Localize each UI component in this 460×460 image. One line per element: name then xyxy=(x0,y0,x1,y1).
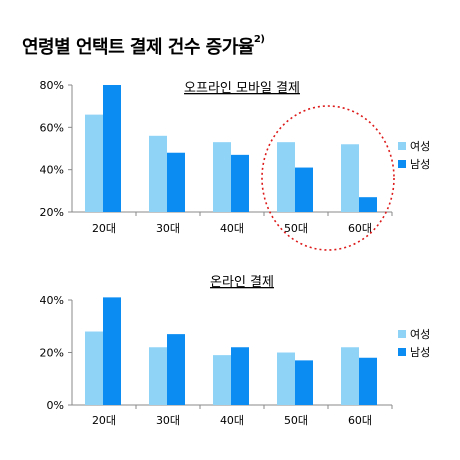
chart-2-bar-female xyxy=(85,331,103,405)
chart-1-bar-male xyxy=(295,167,313,212)
chart-1-highlight-circle xyxy=(261,105,395,251)
chart-1-bar-male xyxy=(167,152,185,212)
chart-1-y-tick-label: 80% xyxy=(40,79,64,92)
page-title: 연령별 언택트 결제 건수 증가율2) xyxy=(22,33,265,59)
chart-2-legend-swatch xyxy=(398,348,406,356)
title-text: 연령별 언택트 결제 건수 증가율 xyxy=(22,37,254,58)
chart-2-legend-swatch xyxy=(398,330,406,338)
chart-2-bar-male xyxy=(103,297,121,405)
chart-2-legend-label: 남성 xyxy=(410,346,430,359)
chart-2-bar-male xyxy=(359,357,377,405)
chart-2-y-tick-label: 20% xyxy=(40,347,64,360)
chart-1-category-label: 50대 xyxy=(284,222,308,235)
chart-1-legend-label: 여성 xyxy=(410,140,430,153)
chart-2-bar-female xyxy=(277,352,295,405)
chart-2-category-label: 20대 xyxy=(92,414,116,427)
chart-1-category-label: 30대 xyxy=(156,222,180,235)
chart-1-category-label: 20대 xyxy=(92,222,116,235)
chart-1-title: 오프라인 모바일 결제 xyxy=(184,81,300,96)
chart-2-bar-female xyxy=(149,347,167,405)
chart-2-legend-label: 여성 xyxy=(410,328,430,341)
chart-1-bar-female xyxy=(341,144,359,212)
chart-2-y-tick-label: 40% xyxy=(40,294,64,307)
chart-2-y-tick-label: 0% xyxy=(47,399,64,412)
chart-1-legend-swatch xyxy=(398,142,406,150)
chart-2-category-label: 30대 xyxy=(156,414,180,427)
chart-2-bar-female xyxy=(341,347,359,405)
chart-2-category-label: 40대 xyxy=(220,414,244,427)
chart-1-y-tick-label: 40% xyxy=(40,164,64,177)
chart-1-y-tick-label: 20% xyxy=(40,206,64,219)
chart-2-bar-male xyxy=(231,347,249,405)
chart-1-y-tick-label: 60% xyxy=(40,121,64,134)
chart-1-category-label: 40대 xyxy=(220,222,244,235)
chart-1-bar-male xyxy=(359,197,377,212)
chart-1-bar-female xyxy=(85,114,103,212)
chart-2-bar-male xyxy=(295,360,313,405)
chart-1-category-label: 60대 xyxy=(348,222,372,235)
title-footnote: 2) xyxy=(253,34,265,45)
chart-1-bar-male xyxy=(231,154,249,212)
chart-2-category-label: 60대 xyxy=(348,414,372,427)
chart-1-legend-swatch xyxy=(398,160,406,168)
chart-2-title: 온라인 결제 xyxy=(210,275,274,290)
chart-1-bar-female xyxy=(213,142,231,212)
chart-2-bar-female xyxy=(213,355,231,405)
chart-2-bar-male xyxy=(167,334,185,405)
chart-1-bar-male xyxy=(103,85,121,212)
chart-1-bar-female xyxy=(277,142,295,212)
chart-1-legend-label: 남성 xyxy=(410,158,430,171)
chart-1-bar-female xyxy=(149,135,167,212)
chart-2-category-label: 50대 xyxy=(284,414,308,427)
